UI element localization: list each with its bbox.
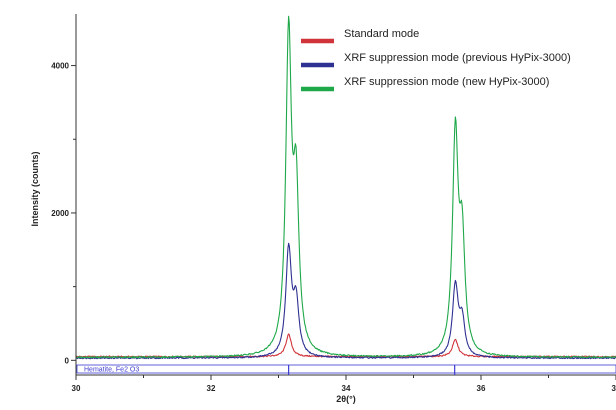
x-tick-label: 30	[72, 384, 81, 393]
series-line-1	[75, 333, 616, 358]
legend-label-1: Standard mode	[344, 28, 419, 40]
x-axis-label: 2θ(°)	[336, 394, 355, 404]
x-tick-label: 34	[342, 384, 351, 393]
legend: Standard mode XRF suppression mode (previ…	[301, 28, 571, 92]
axes: 0 2000 4000 30 32 34 36 38	[51, 14, 616, 393]
series-line-2	[75, 242, 616, 360]
reference-phase-band: Hematite, Fe2 O3	[76, 364, 616, 375]
x-tick-label: 38	[612, 384, 616, 393]
y-axis-label: Intensity (counts)	[30, 151, 40, 226]
y-tick-label: 4000	[51, 62, 69, 71]
y-tick-label: 0	[65, 356, 70, 365]
legend-label-2: XRF suppression mode (previous HyPix-300…	[344, 52, 571, 64]
x-tick-label: 36	[477, 384, 486, 393]
legend-label-3: XRF suppression mode (new HyPix-3000)	[344, 76, 549, 88]
reference-band-box	[76, 364, 616, 374]
x-tick-label: 32	[207, 384, 216, 393]
plot-area	[75, 15, 616, 360]
y-tick-label: 2000	[51, 209, 69, 218]
series-line-3	[75, 15, 616, 359]
reference-band-label: Hematite, Fe2 O3	[84, 367, 139, 374]
